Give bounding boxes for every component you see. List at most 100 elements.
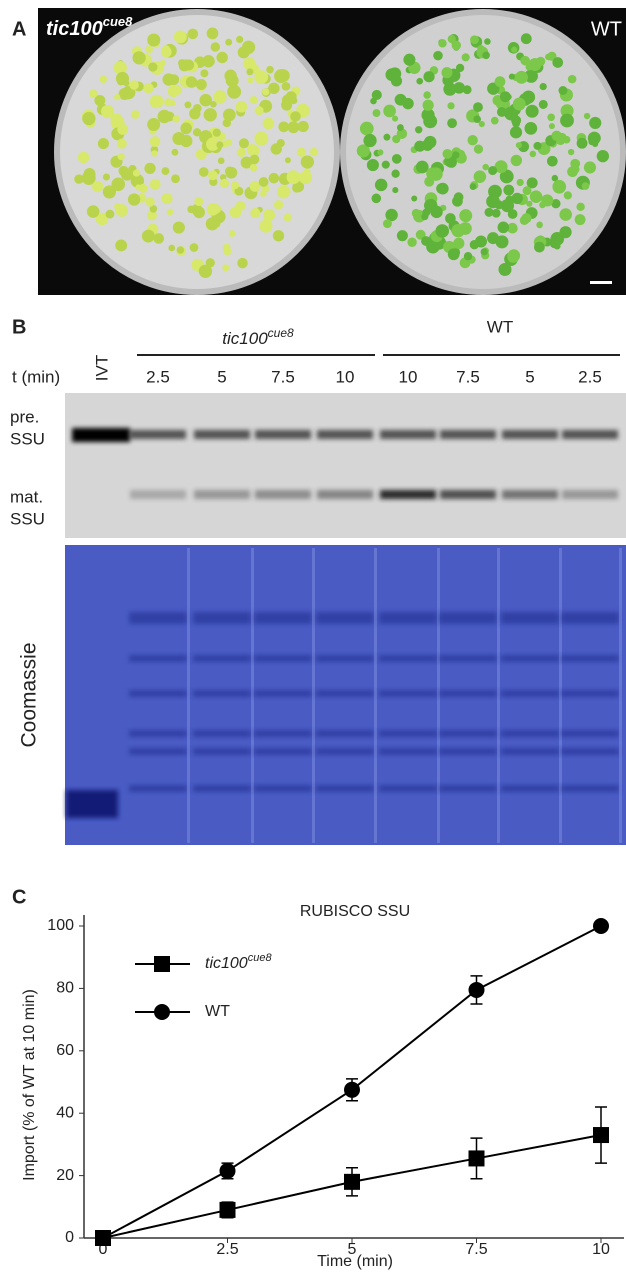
time-tick-label: 7.5	[271, 367, 295, 386]
seedling	[484, 38, 491, 45]
gel-band	[439, 612, 497, 624]
seedling	[552, 179, 567, 194]
seedling	[453, 237, 465, 249]
x-tick-label: 5	[348, 1241, 357, 1258]
seedling	[127, 193, 141, 206]
gel-band	[379, 730, 437, 737]
gel-band	[254, 785, 312, 792]
seedling	[237, 257, 248, 269]
seedling	[503, 184, 515, 196]
seedling	[123, 79, 130, 87]
seedling	[508, 73, 515, 80]
seedling	[276, 185, 290, 199]
seedling	[588, 138, 596, 146]
seedling	[111, 177, 126, 192]
seedling	[268, 82, 280, 95]
seedling	[359, 121, 374, 136]
seedling	[372, 109, 381, 118]
gel-band	[501, 730, 559, 737]
seedling	[117, 124, 129, 135]
chart: 0 20 40 60 80 100 0 2.5 5 7.5 10 tic100cue8 WT	[47, 917, 610, 1258]
seedling	[203, 108, 217, 122]
seedling	[529, 190, 543, 203]
label-base: tic100	[46, 18, 103, 40]
seedling	[423, 71, 435, 83]
seedling	[504, 106, 519, 121]
gel-band	[501, 612, 559, 624]
seedling	[546, 155, 558, 167]
seedling	[290, 111, 301, 122]
seedling	[180, 122, 193, 135]
seedling	[222, 264, 230, 272]
band-label: mat.	[10, 487, 43, 506]
seedling	[176, 246, 185, 254]
legend-marker	[154, 1004, 170, 1020]
seedling	[459, 209, 473, 223]
seedling	[511, 46, 518, 53]
gel-band	[316, 690, 374, 697]
seedling	[198, 264, 213, 278]
lane-gap	[312, 548, 315, 843]
gel-band	[129, 655, 187, 662]
seedling	[102, 173, 111, 181]
seedling	[560, 104, 574, 118]
seedling	[385, 68, 399, 82]
seedling	[116, 138, 127, 149]
seedling	[149, 136, 161, 147]
seedling	[250, 208, 261, 219]
seedling	[161, 167, 170, 176]
seedling	[521, 213, 532, 224]
seedling	[144, 162, 156, 175]
seedling	[147, 117, 161, 132]
band	[194, 490, 250, 499]
seedling	[426, 239, 440, 254]
seedling	[178, 60, 190, 72]
seedling	[482, 163, 489, 171]
seedling	[442, 148, 453, 159]
seedling	[447, 118, 458, 129]
seedling	[243, 57, 256, 70]
seedling	[299, 171, 313, 185]
seedling	[168, 244, 176, 252]
band	[502, 430, 558, 439]
gel-band	[439, 690, 497, 697]
gel-band	[66, 790, 118, 818]
seedling	[559, 208, 573, 221]
seedling	[426, 167, 439, 180]
band	[502, 490, 558, 499]
seedling	[510, 154, 523, 167]
seedling	[135, 184, 142, 191]
band	[440, 490, 496, 499]
seedling	[231, 181, 240, 190]
seedling	[273, 200, 284, 210]
seedling	[225, 38, 233, 46]
seedling	[516, 178, 524, 187]
time-tick-label: 2.5	[146, 367, 170, 386]
seedling	[149, 205, 158, 213]
legend-name: tic100	[205, 955, 248, 972]
gel-band	[193, 748, 251, 755]
seedling	[507, 209, 518, 219]
seedling	[193, 206, 205, 219]
seedling	[287, 121, 300, 134]
lane-gap	[374, 548, 377, 843]
seedling	[225, 166, 235, 176]
seedling	[172, 85, 183, 95]
seedling	[77, 151, 90, 164]
band	[380, 490, 436, 499]
legend-marker	[154, 956, 170, 972]
band-label: pre.	[10, 407, 39, 426]
band-label: SSU	[10, 509, 45, 528]
gel-band	[439, 748, 497, 755]
time-tick-label: 10	[399, 367, 418, 386]
gel-band	[316, 785, 374, 792]
seedling	[552, 57, 564, 68]
gel-band	[501, 655, 559, 662]
seedling	[254, 70, 269, 85]
seedling	[189, 243, 199, 252]
lane-gap	[251, 548, 254, 843]
seedling	[488, 166, 498, 176]
seedling	[477, 44, 485, 53]
seedling	[185, 76, 198, 88]
seedling	[478, 120, 485, 128]
